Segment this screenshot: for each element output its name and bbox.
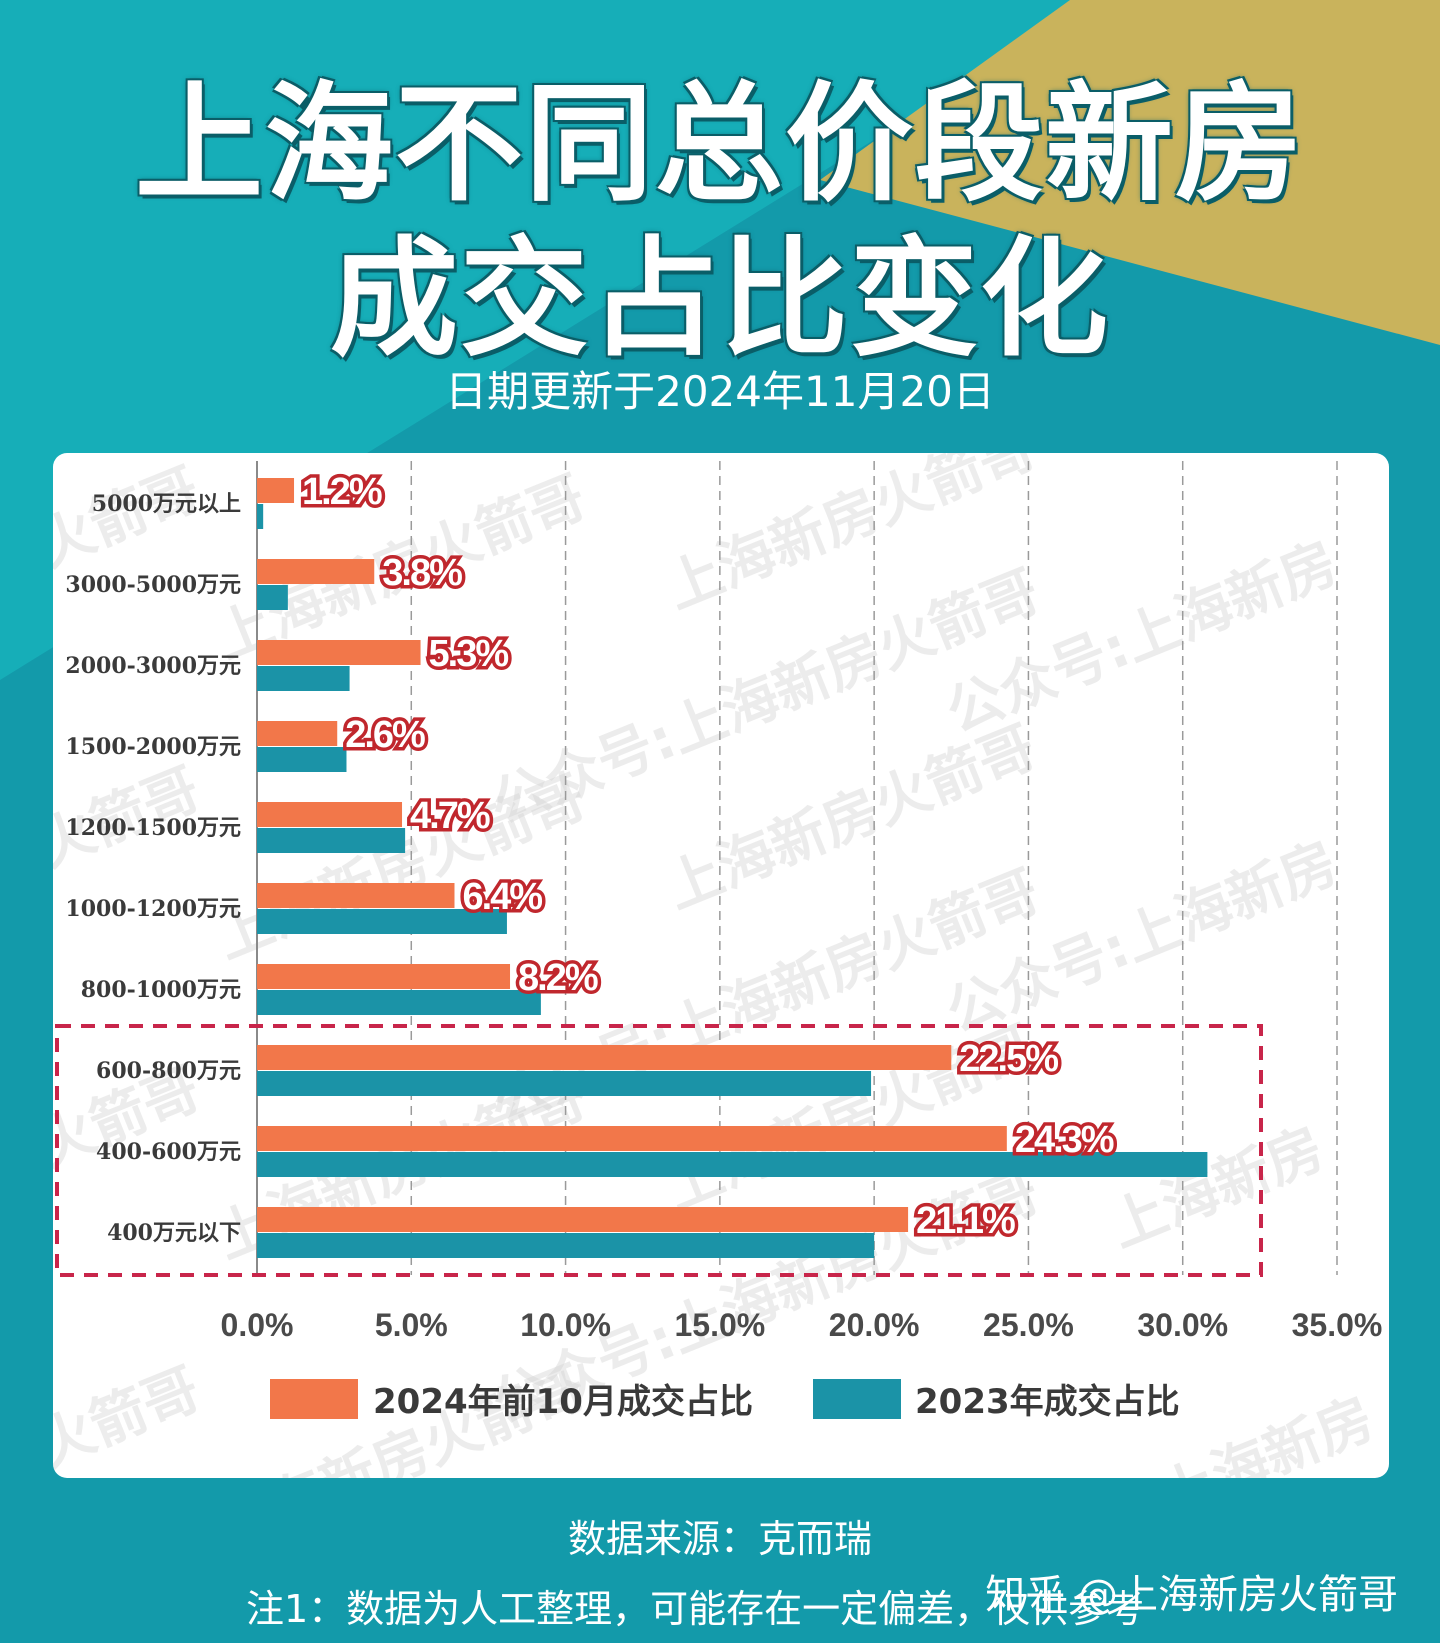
legend-label-2023: 2023年成交占比 [915,1382,1180,1422]
chart-card: 火箭哥 上海新房火箭哥 上海新房火箭哥 公众号:上海新房火箭哥 公众号:上海新房… [53,453,1389,1478]
bar-2024 [257,721,338,746]
category-label: 800-1000万元 [81,977,241,1003]
category-label: 2000-3000万元 [65,653,241,679]
bar-2024 [257,1045,952,1070]
bar-2023 [257,1233,875,1258]
data-source: 数据来源：克而瑞 [567,1517,872,1561]
bar-2023 [257,909,507,934]
data-label-2024: 5.3% [429,633,509,675]
bar-2024 [257,883,455,908]
legend-label-2024: 2024年前10月成交占比 [373,1382,753,1422]
data-label-2024: 21.1% [916,1200,1015,1242]
bar-2023 [257,666,350,691]
category-label: 1200-1500万元 [65,815,241,841]
category-label: 1000-1200万元 [65,896,241,922]
x-tick-label: 10.0% [520,1307,611,1343]
update-date-subtitle: 日期更新于2024年11月20日 [445,367,995,416]
data-label-2024: 22.5% [959,1038,1058,1080]
x-tick-label: 5.0% [375,1307,448,1343]
highlight-box [55,1024,1263,1277]
chart-title-line2: 成交占比变化 [329,225,1110,374]
legend-swatch-2024 [270,1379,358,1419]
bar-2023 [257,828,406,853]
bar-2023 [257,747,347,772]
x-tick-label: 35.0% [1292,1307,1383,1343]
category-label: 1500-2000万元 [65,734,241,760]
bar-2024 [257,1126,1007,1151]
data-label-2024: 6.4% [462,876,542,918]
category-label: 400-600万元 [96,1139,241,1165]
data-label-2024: 3.8% [382,552,462,594]
category-label: 600-800万元 [96,1058,241,1084]
author-credit: 知乎 @上海新房火箭哥 [985,1572,1398,1618]
x-tick-label: 25.0% [983,1307,1074,1343]
category-label: 400万元以下 [107,1220,241,1246]
bar-2024 [257,964,511,989]
category-label: 3000-5000万元 [65,572,241,598]
bar-2023 [257,1152,1208,1177]
x-tick-label: 20.0% [829,1307,920,1343]
bar-2023 [257,1071,872,1096]
x-tick-label: 15.0% [674,1307,765,1343]
footer-note: 注1：数据为人工整理，可能存在一定偏差，仅供参考 [246,1587,1145,1631]
bar-2023 [257,990,541,1015]
bar-chart: 5000万元以上 1.2% 3000-5000万元 3.8% 2000-3000万元 5.… [55,461,1383,1422]
data-label-2024: 2.6% [345,714,425,756]
x-tick-label: 30.0% [1137,1307,1228,1343]
data-label-2024: 24.3% [1015,1119,1114,1161]
bar-2023 [257,504,264,529]
data-label-2024: 8.2% [518,957,598,999]
bar-2024 [257,802,403,827]
bar-2024 [257,559,375,584]
bar-2023 [257,585,288,610]
data-label-2024: 4.7% [410,795,490,837]
category-label: 5000万元以上 [92,491,241,517]
bar-2024 [257,478,295,503]
legend-swatch-2023 [813,1379,901,1419]
x-tick-label: 0.0% [221,1307,294,1343]
chart-title-line1: 上海不同总价段新房 [134,70,1305,219]
data-label-2024: 1.2% [302,471,382,513]
bar-2024 [257,1207,909,1232]
bar-2024 [257,640,421,665]
